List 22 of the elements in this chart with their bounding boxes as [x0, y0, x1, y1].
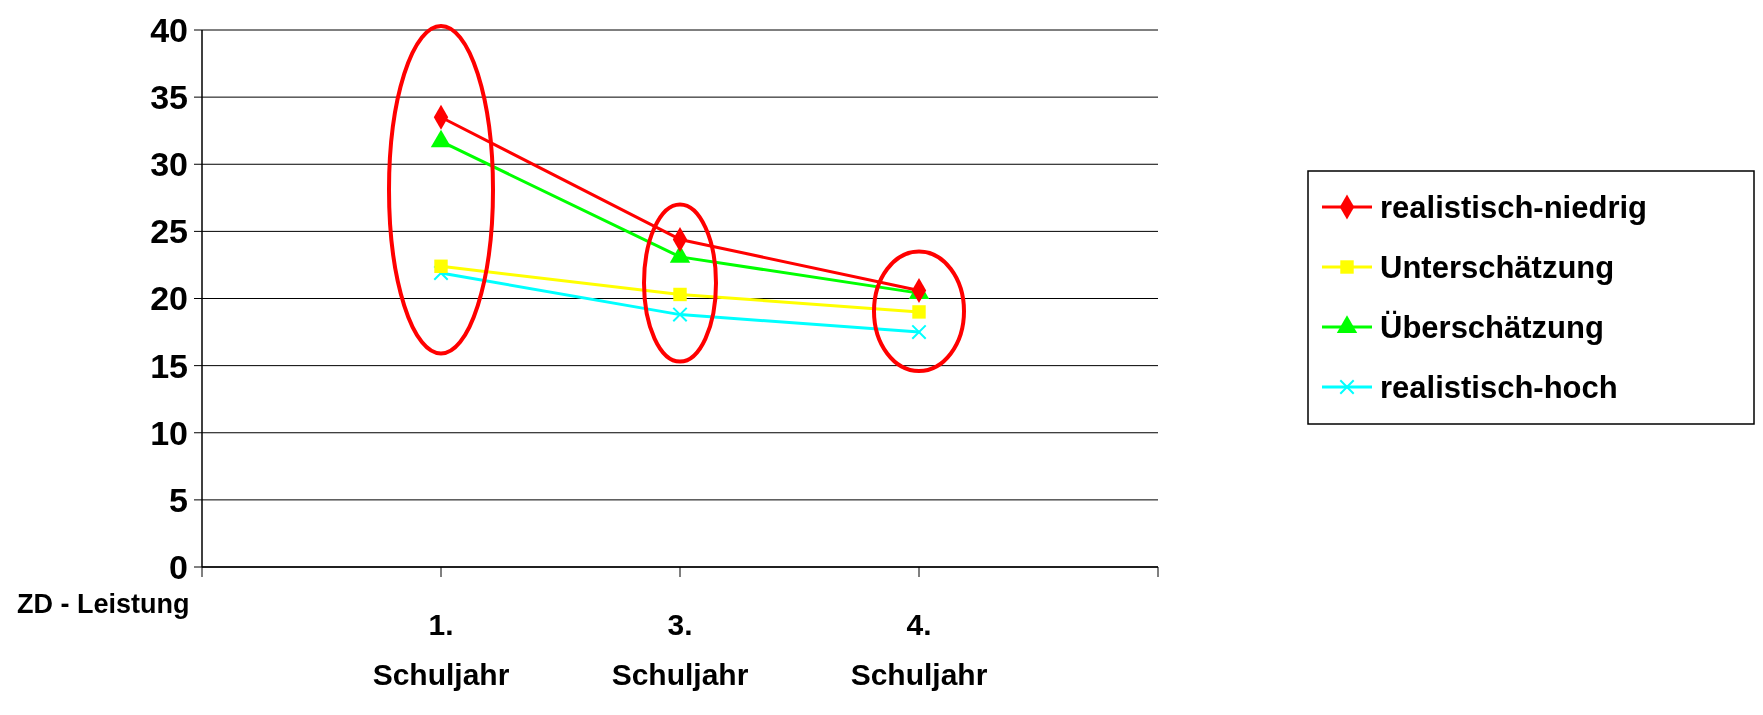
y-tick-label: 15 — [150, 346, 188, 385]
legend-label: realistisch-hoch — [1380, 369, 1618, 405]
x-axis-title: ZD - Leistung — [17, 589, 190, 619]
y-tick-label: 0 — [169, 547, 188, 586]
legend-label: realistisch-niedrig — [1380, 189, 1648, 225]
y-tick-label: 5 — [169, 480, 188, 519]
x-tick-label: 4. Schuljahr — [850, 608, 988, 691]
point — [911, 324, 927, 340]
y-tick-label: 10 — [150, 413, 188, 452]
y-tick-label: 40 — [150, 10, 188, 49]
y-tick-label: 20 — [150, 279, 188, 318]
y-tick-label: 25 — [150, 212, 188, 251]
y-tick-label: 30 — [150, 145, 188, 184]
y-tick-label: 35 — [150, 78, 188, 117]
point — [434, 259, 448, 273]
point — [673, 287, 687, 302]
legend-label: Überschätzung — [1380, 309, 1604, 345]
x-tick-label: 3. Schuljahr — [611, 608, 749, 691]
x-tick-label: 1. Schuljahr — [372, 608, 510, 691]
point — [672, 306, 688, 323]
point — [912, 305, 926, 319]
legend-label: Unterschätzung — [1380, 249, 1615, 285]
